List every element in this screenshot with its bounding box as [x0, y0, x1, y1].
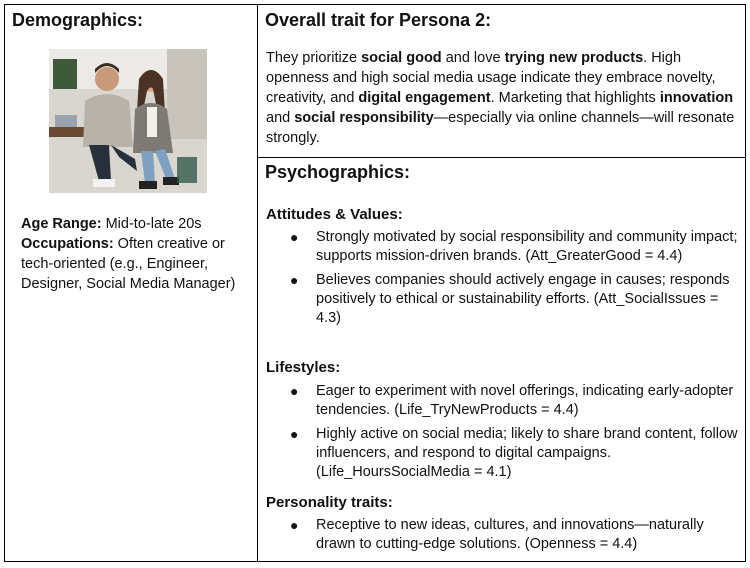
list-item: ● Eager to experiment with novel offering…	[288, 382, 738, 420]
list-item: ● Strongly motivated by social responsibi…	[288, 228, 738, 266]
personality-traits-heading: Personality traits:	[266, 494, 393, 511]
occupations-label: Occupations:	[21, 236, 114, 252]
overall-trait-cell: Overall trait for Persona 2: They priori…	[258, 5, 745, 157]
list-item-text: Receptive to new ideas, cultures, and in…	[316, 517, 704, 552]
psychographics-cell: Psychographics: Attitudes & Values: ● Str…	[258, 158, 745, 561]
lifestyles-heading: Lifestyles:	[266, 359, 341, 376]
list-item-text: Believes companies should actively engag…	[316, 272, 730, 326]
overall-trait-paragraph: They prioritize social good and love try…	[266, 48, 736, 148]
trait-text-1: They prioritize	[266, 50, 362, 66]
list-item-text: Highly active on social media; likely to…	[316, 426, 738, 480]
persona-photo	[49, 49, 207, 193]
trait-text-2: and love	[441, 50, 505, 66]
demographics-title: Demographics:	[12, 10, 144, 30]
bullet-icon: ●	[290, 517, 299, 533]
bullet-icon: ●	[290, 229, 299, 245]
bullet-icon: ●	[290, 383, 299, 399]
overall-trait-title: Overall trait for Persona 2:	[265, 10, 492, 30]
occupations-value: Often creative or tech-oriented (e.g., E…	[21, 236, 236, 292]
trait-text-6: —especially via online channels—will res…	[266, 110, 735, 146]
row-divider	[257, 157, 746, 158]
age-range-value: Mid-to-late 20s	[101, 216, 202, 232]
list-item-text: Strongly motivated by social responsibil…	[316, 229, 738, 264]
trait-text-4: . Marketing that highlights	[490, 90, 660, 106]
personality-traits-list: ● Receptive to new ideas, cultures, and i…	[288, 516, 738, 559]
persona-table	[4, 4, 746, 562]
attitudes-values-heading: Attitudes & Values:	[266, 206, 403, 223]
list-item: ● Believes companies should actively enga…	[288, 271, 738, 328]
psychographics-title: Psychographics:	[265, 162, 411, 182]
trait-text-3: . High openness and high social media us…	[266, 50, 716, 106]
trait-bold-innovation: innovation	[659, 90, 734, 106]
trait-bold-social-good: social good	[361, 50, 442, 66]
persona-photo-illustration	[49, 49, 207, 193]
age-range-label: Age Range:	[21, 216, 102, 232]
trait-text-5: and	[266, 110, 295, 126]
demographics-cell: Demographics:	[5, 5, 257, 561]
attitudes-values-list: ● Strongly motivated by social responsibi…	[288, 228, 738, 333]
list-item: ● Receptive to new ideas, cultures, and i…	[288, 516, 738, 554]
list-item: ● Highly active on social media; likely t…	[288, 425, 738, 482]
bullet-icon: ●	[290, 426, 299, 442]
demographics-details: Age Range: Mid-to-late 20s Occupations: …	[21, 214, 251, 294]
column-divider	[257, 4, 258, 562]
trait-bold-trying-new-products: trying new products	[504, 50, 644, 66]
trait-bold-digital-engagement: digital engagement	[358, 90, 491, 106]
lifestyles-list: ● Eager to experiment with novel offering…	[288, 382, 738, 487]
trait-bold-social-responsibility: social responsibility	[294, 110, 434, 126]
bullet-icon: ●	[290, 272, 299, 288]
list-item-text: Eager to experiment with novel offerings…	[316, 383, 734, 418]
